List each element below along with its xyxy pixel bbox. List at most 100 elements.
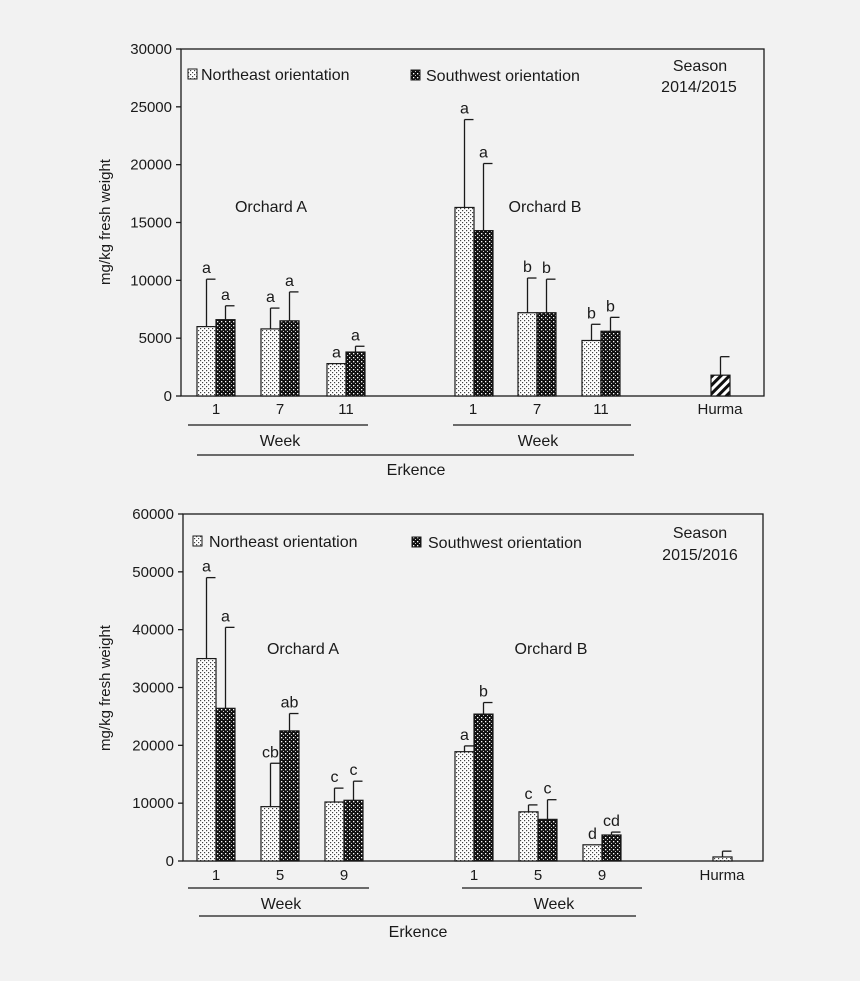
bar-northeast [196, 326, 217, 397]
bar-northeast [260, 328, 281, 397]
y-tick-label: 20000 [130, 157, 172, 174]
y-tick-label: 60000 [132, 506, 174, 523]
season-years: 2015/2016 [662, 547, 738, 564]
significance-letter: d [588, 826, 597, 843]
y-axis-label: mg/kg fresh weight [97, 158, 114, 285]
x-tick-label: 1 [470, 867, 478, 884]
significance-letter: b [587, 305, 596, 322]
legend-label-northeast: Northeast orientation [201, 67, 350, 84]
group-label-orchard-b: Orchard B [515, 641, 588, 658]
x-tick-label-hurma: Hurma [699, 867, 745, 884]
week-label-a: Week [260, 433, 302, 450]
x-tick-label: 5 [534, 867, 542, 884]
y-tick-label: 25000 [130, 99, 172, 116]
y-tick-label: 10000 [132, 795, 174, 812]
bar-northeast [454, 751, 475, 862]
significance-letter: a [285, 273, 294, 290]
x-tick-label: 7 [276, 401, 284, 418]
significance-letter: a [202, 260, 211, 277]
bar-northeast [581, 339, 602, 397]
x-tick-label: 7 [533, 401, 541, 418]
x-tick-label: 11 [593, 401, 609, 418]
significance-letter: b [479, 684, 488, 701]
x-tick-label: 1 [212, 401, 220, 418]
y-ticks: 0 10000 20000 30000 40000 50000 60000 [132, 506, 183, 870]
significance-letter: cb [262, 744, 279, 761]
legend-swatch-northeast [187, 68, 198, 80]
bar-southwest [537, 818, 558, 862]
bar-southwest [215, 319, 236, 397]
x-tick-label: 11 [338, 401, 354, 418]
chart-panel-2015-2016: 0 10000 20000 30000 40000 50000 60000 mg/kg fr… [97, 506, 764, 941]
y-axis-label: mg/kg fresh weight [97, 624, 114, 751]
bar-northeast [518, 811, 539, 862]
significance-letter: a [460, 101, 469, 118]
week-label-b: Week [518, 433, 560, 450]
bar-southwest [279, 730, 300, 862]
legend-label-southwest: Southwest orientation [426, 68, 580, 85]
season-label: Season [673, 525, 727, 542]
bar-southwest [473, 229, 494, 397]
significance-letter: a [460, 727, 469, 744]
y-tick-label: 40000 [132, 622, 174, 639]
y-tick-label: 20000 [132, 737, 174, 754]
bar-northeast [454, 206, 475, 397]
week-label-a: Week [261, 896, 303, 913]
significance-letter: a [202, 559, 211, 576]
cultivar-label: Erkence [387, 462, 446, 479]
significance-letter: b [542, 260, 551, 277]
significance-letter: a [266, 289, 275, 306]
legend-swatch-northeast [192, 535, 203, 547]
cultivar-label: Erkence [389, 924, 448, 941]
y-tick-label: 30000 [130, 41, 172, 58]
legend-label-northeast: Northeast orientation [209, 534, 358, 551]
group-label-orchard-a: Orchard A [267, 641, 339, 658]
significance-letter: b [523, 259, 532, 276]
bar-northeast [260, 806, 281, 862]
legend-label-southwest: Southwest orientation [428, 535, 582, 552]
season-label: Season [673, 58, 727, 75]
significance-letter: a [351, 327, 360, 344]
bar-northeast [517, 312, 538, 397]
significance-letter: a [221, 287, 230, 304]
group-label-orchard-b: Orchard B [509, 199, 582, 216]
bar-northeast [196, 657, 217, 862]
legend-swatch-southwest [410, 69, 421, 81]
y-tick-label: 50000 [132, 564, 174, 581]
bar-southwest [345, 351, 366, 397]
y-tick-label: 0 [166, 853, 174, 870]
significance-letter: a [221, 608, 230, 625]
y-tick-label: 15000 [130, 215, 172, 232]
significance-letter: c [331, 769, 339, 786]
significance-letter: b [606, 298, 615, 315]
significance-letter: ab [281, 695, 299, 712]
bar-southwest [279, 320, 300, 397]
week-label-b: Week [534, 896, 576, 913]
significance-letter: c [544, 781, 552, 798]
bar-hurma [712, 856, 733, 862]
significance-letter: a [479, 145, 488, 162]
bar-southwest [473, 713, 494, 862]
x-tick-label-hurma: Hurma [697, 401, 743, 418]
group-label-orchard-a: Orchard A [235, 199, 307, 216]
bar-southwest [536, 312, 557, 397]
y-tick-label: 5000 [139, 330, 172, 347]
x-tick-label: 5 [276, 867, 284, 884]
y-tick-label: 30000 [132, 680, 174, 697]
bar-southwest [343, 799, 364, 862]
bar-southwest [601, 834, 622, 862]
season-years: 2014/2015 [661, 79, 737, 96]
significance-letter: c [525, 786, 533, 803]
y-tick-label: 10000 [130, 272, 172, 289]
significance-letter: cd [603, 813, 620, 830]
x-tick-label: 9 [598, 867, 606, 884]
x-tick-label: 1 [469, 401, 477, 418]
x-tick-label: 1 [212, 867, 220, 884]
y-ticks: 0 5000 10000 15000 20000 25000 30000 [130, 41, 181, 405]
bar-hurma [710, 374, 731, 397]
significance-letter: c [350, 762, 358, 779]
x-tick-label: 9 [340, 867, 348, 884]
